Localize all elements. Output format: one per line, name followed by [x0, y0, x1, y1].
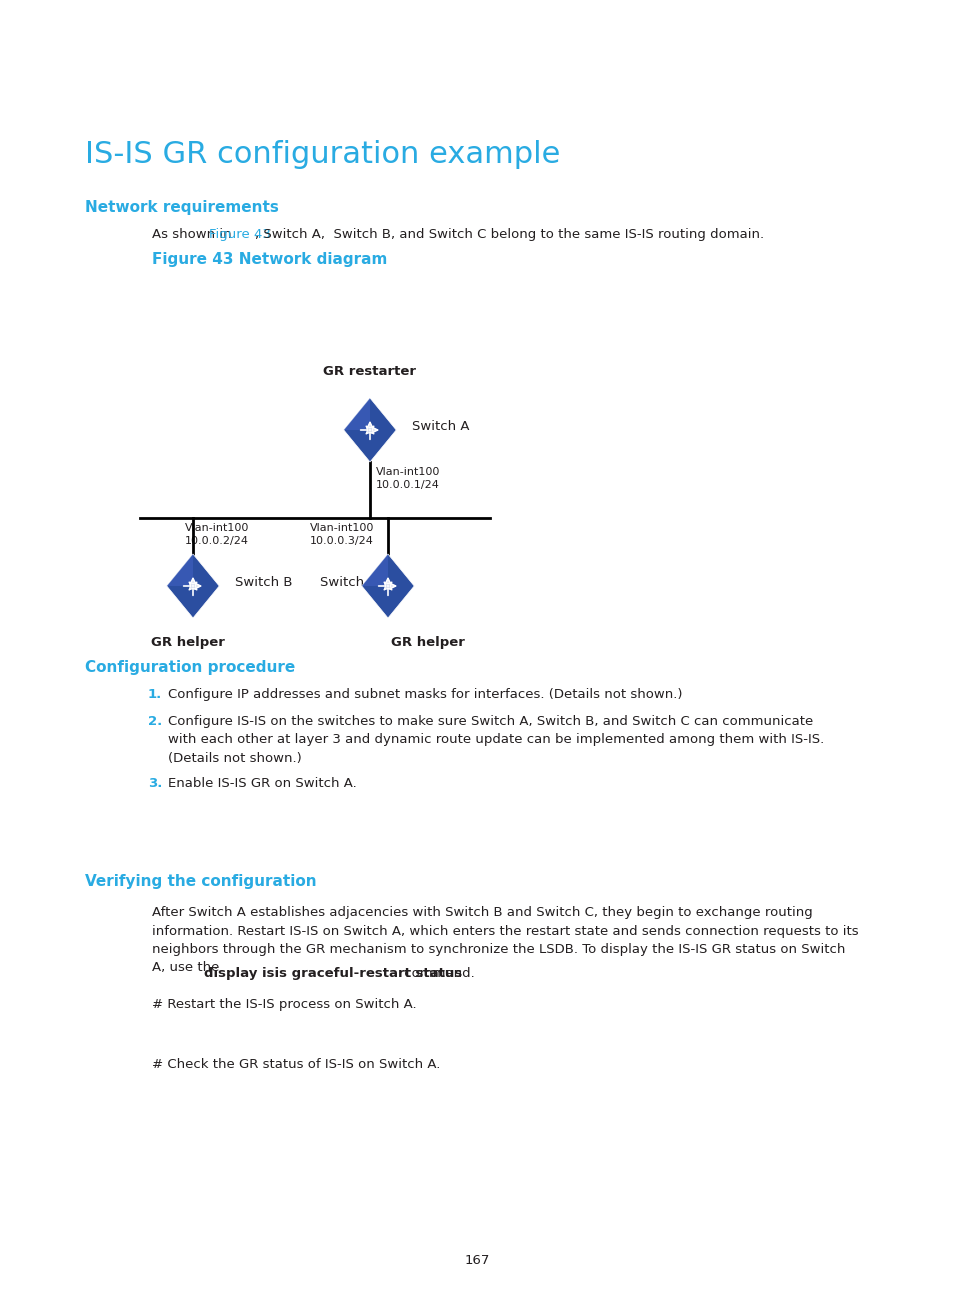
Text: , Switch A,  Switch B, and Switch C belong to the same IS-IS routing domain.: , Switch A, Switch B, and Switch C belon…	[254, 228, 763, 241]
Text: Configuration procedure: Configuration procedure	[85, 660, 294, 675]
Text: Configure IS-IS on the switches to make sure Switch A, Switch B, and Switch C ca: Configure IS-IS on the switches to make …	[168, 715, 823, 765]
Text: Figure 43: Figure 43	[209, 228, 271, 241]
Polygon shape	[361, 553, 388, 586]
Text: 3.: 3.	[148, 778, 162, 791]
Text: command.: command.	[399, 967, 475, 980]
Text: Network requirements: Network requirements	[85, 200, 278, 215]
Text: # Restart the IS-IS process on Switch A.: # Restart the IS-IS process on Switch A.	[152, 998, 416, 1011]
Text: 1.: 1.	[148, 688, 162, 701]
Text: GR helper: GR helper	[151, 636, 225, 649]
Polygon shape	[167, 553, 219, 618]
Text: As shown in: As shown in	[152, 228, 235, 241]
Text: Switch C: Switch C	[320, 575, 377, 588]
Text: Vlan-int100
10.0.0.1/24: Vlan-int100 10.0.0.1/24	[375, 467, 440, 490]
Text: After Switch A establishes adjacencies with Switch B and Switch C, they begin to: After Switch A establishes adjacencies w…	[152, 906, 858, 975]
Text: Switch A: Switch A	[412, 420, 469, 433]
Polygon shape	[343, 398, 395, 461]
Text: Switch B: Switch B	[234, 575, 293, 588]
Polygon shape	[167, 553, 193, 586]
Polygon shape	[343, 398, 370, 430]
Text: GR helper: GR helper	[391, 636, 464, 649]
Text: Configure IP addresses and subnet masks for interfaces. (Details not shown.): Configure IP addresses and subnet masks …	[168, 688, 681, 701]
Text: 167: 167	[464, 1255, 489, 1267]
Text: GR restarter: GR restarter	[323, 365, 416, 378]
Text: Figure 43 Network diagram: Figure 43 Network diagram	[152, 251, 387, 267]
Text: Enable IS-IS GR on Switch A.: Enable IS-IS GR on Switch A.	[168, 778, 356, 791]
Text: Vlan-int100
10.0.0.2/24: Vlan-int100 10.0.0.2/24	[185, 524, 249, 546]
Text: 2.: 2.	[148, 715, 162, 728]
Text: Vlan-int100
10.0.0.3/24: Vlan-int100 10.0.0.3/24	[310, 524, 374, 546]
Polygon shape	[361, 553, 414, 618]
Text: display isis graceful-restart status: display isis graceful-restart status	[204, 967, 462, 980]
Text: IS-IS GR configuration example: IS-IS GR configuration example	[85, 140, 559, 168]
Text: Verifying the configuration: Verifying the configuration	[85, 874, 316, 889]
Text: # Check the GR status of IS-IS on Switch A.: # Check the GR status of IS-IS on Switch…	[152, 1058, 440, 1070]
